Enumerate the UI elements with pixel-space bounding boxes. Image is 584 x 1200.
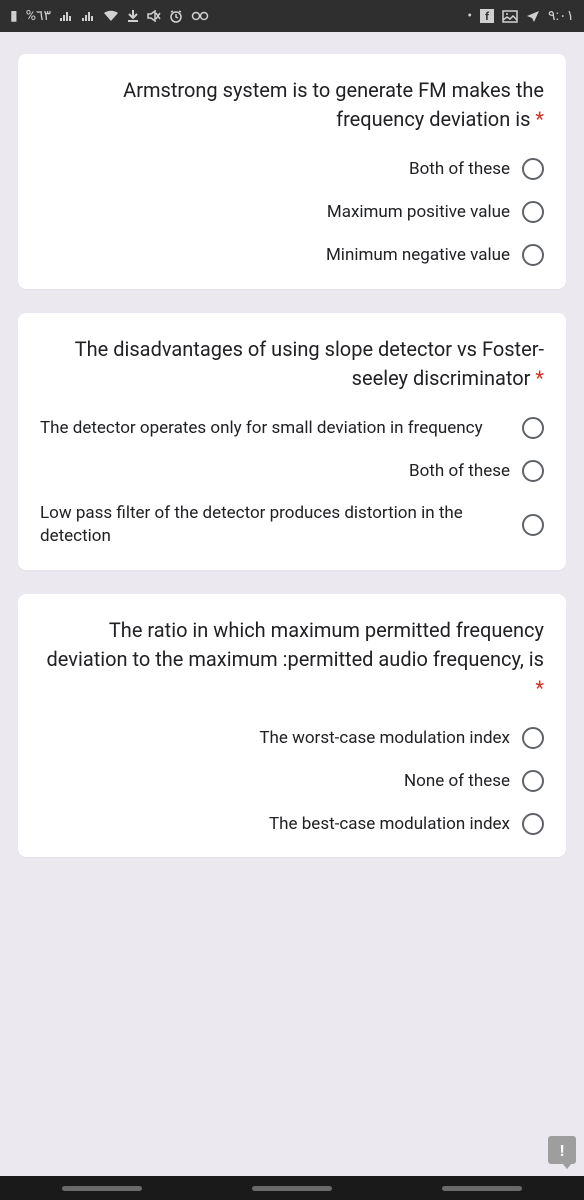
radio-icon[interactable] — [522, 770, 544, 792]
radio-icon[interactable] — [522, 201, 544, 223]
option-row[interactable]: Both of these — [40, 460, 544, 482]
question-card: The ratio in which maximum permitted fre… — [18, 594, 566, 858]
navigation-bar — [0, 1176, 584, 1200]
nav-home[interactable] — [252, 1186, 332, 1191]
question-label: The disadvantages of using slope detecto… — [75, 337, 544, 390]
radio-icon[interactable] — [522, 158, 544, 180]
question-label: The ratio in which maximum permitted fre… — [47, 618, 544, 671]
option-row[interactable]: The detector operates only for small dev… — [40, 417, 544, 440]
question-text: The ratio in which maximum permitted fre… — [40, 616, 544, 703]
options-list: Both of these Maximum positive value Min… — [40, 158, 544, 267]
exclamation-icon: ! — [560, 1141, 564, 1160]
form-content: Armstrong system is to generate FM makes… — [0, 32, 584, 891]
download-icon — [127, 10, 139, 22]
option-label: Maximum positive value — [327, 201, 510, 224]
question-text: Armstrong system is to generate FM makes… — [40, 76, 544, 134]
required-asterisk: * — [535, 676, 544, 700]
required-asterisk: * — [535, 107, 544, 131]
options-list: The detector operates only for small dev… — [40, 417, 544, 548]
status-bar: ▮ %٦٣ • f ٩:٠١ — [0, 0, 584, 32]
option-row[interactable]: Both of these — [40, 158, 544, 181]
glasses-icon — [191, 11, 209, 21]
question-label: Armstrong system is to generate FM makes… — [123, 78, 544, 131]
nav-recent[interactable] — [62, 1186, 142, 1191]
radio-icon[interactable] — [522, 813, 544, 835]
question-card: Armstrong system is to generate FM makes… — [18, 54, 566, 289]
option-row[interactable]: Low pass filter of the detector produces… — [40, 502, 544, 548]
battery-text: %٦٣ — [26, 8, 51, 24]
send-icon — [526, 10, 540, 23]
radio-icon[interactable] — [522, 514, 544, 536]
photo-icon — [502, 10, 518, 23]
option-label: The detector operates only for small dev… — [40, 417, 510, 440]
option-label: None of these — [404, 770, 510, 793]
clock-text: ٩:٠١ — [548, 8, 574, 24]
nav-back[interactable] — [442, 1186, 522, 1191]
radio-icon[interactable] — [522, 727, 544, 749]
signal-2-icon — [81, 10, 95, 22]
report-button[interactable]: ! — [548, 1136, 576, 1164]
option-label: Both of these — [40, 461, 510, 481]
status-left: ▮ %٦٣ — [10, 8, 209, 24]
facebook-icon: f — [480, 9, 494, 23]
required-asterisk: * — [535, 366, 544, 390]
option-row[interactable]: The worst-case modulation index — [40, 727, 544, 750]
signal-1-icon — [59, 10, 73, 22]
alarm-icon — [169, 10, 183, 23]
radio-icon[interactable] — [522, 417, 544, 439]
mute-icon — [147, 10, 161, 22]
option-label: Both of these — [409, 158, 510, 181]
option-label: The best-case modulation index — [269, 813, 510, 836]
option-label: Low pass filter of the detector produces… — [40, 502, 510, 548]
question-text: The disadvantages of using slope detecto… — [40, 335, 544, 393]
radio-icon[interactable] — [522, 244, 544, 266]
dot-icon: • — [467, 8, 472, 24]
radio-icon[interactable] — [522, 460, 544, 482]
option-row[interactable]: Maximum positive value — [40, 201, 544, 224]
option-row[interactable]: The best-case modulation index — [40, 813, 544, 836]
options-list: The worst-case modulation index None of … — [40, 727, 544, 836]
option-row[interactable]: None of these — [40, 770, 544, 793]
question-card: The disadvantages of using slope detecto… — [18, 313, 566, 570]
battery-icon: ▮ — [10, 8, 18, 24]
option-row[interactable]: Minimum negative value — [40, 244, 544, 267]
status-right: • f ٩:٠١ — [467, 8, 574, 24]
option-label: Minimum negative value — [326, 244, 510, 267]
option-label: The worst-case modulation index — [259, 727, 510, 750]
wifi-icon — [103, 10, 119, 22]
